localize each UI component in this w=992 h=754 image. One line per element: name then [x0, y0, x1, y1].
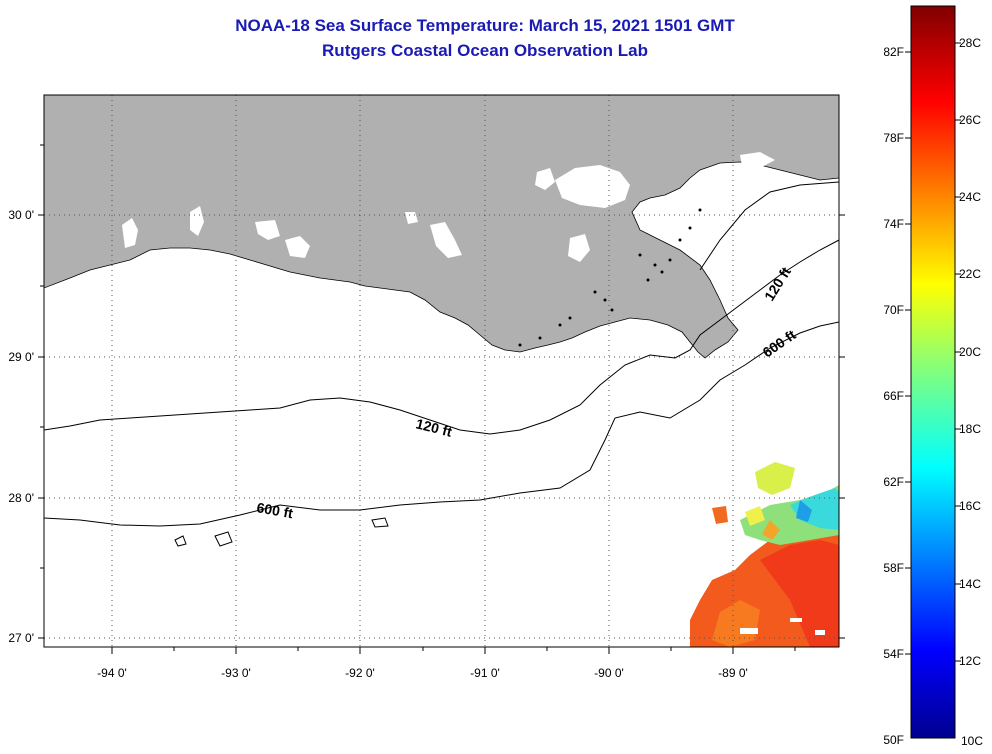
- lon-tick-label: -89 0': [718, 666, 748, 680]
- colorbar-f-label: 62F: [883, 475, 904, 489]
- colorbar-f-label: 82F: [883, 45, 904, 59]
- inland-lakes: [122, 152, 775, 262]
- lat-tick-label: 30 0': [8, 208, 34, 222]
- colorbar-c-label: 20C: [959, 345, 981, 359]
- lon-tick-label: -90 0': [594, 666, 624, 680]
- colorbar-c-label: 10C: [961, 734, 983, 748]
- colorbar-c-label: 22C: [959, 267, 981, 281]
- lon-tick-label: -92 0': [345, 666, 375, 680]
- lat-tick-label: 28 0': [8, 491, 34, 505]
- map-subtitle: Rutgers Coastal Ocean Observation Lab: [322, 41, 648, 60]
- axis-ticks: [38, 144, 845, 654]
- lon-tick-label: -93 0': [221, 666, 251, 680]
- sst-data-patch: [690, 462, 839, 647]
- colorbar-f-label: 66F: [883, 389, 904, 403]
- colorbar-c-label: 18C: [959, 422, 981, 436]
- colorbar-c-label: 16C: [959, 499, 981, 513]
- colorbar-f-label: 50F: [883, 733, 904, 747]
- colorbar-f-label: 70F: [883, 303, 904, 317]
- colorbar-c-label: 14C: [959, 577, 981, 591]
- marsh-detail: [518, 208, 702, 347]
- depth-contours: [44, 181, 839, 547]
- colorbar-f-label: 58F: [883, 561, 904, 575]
- lon-tick-label: -94 0': [97, 666, 127, 680]
- colorbar-f-label: 54F: [883, 647, 904, 661]
- lat-tick-label: 29 0': [8, 350, 34, 364]
- contour-label: 600 ft: [255, 499, 294, 521]
- colorbar-c-label: 28C: [959, 36, 981, 50]
- grid-lines: [44, 95, 839, 647]
- lat-tick-label: 27 0': [8, 631, 34, 645]
- colorbar-f-label: 78F: [883, 131, 904, 145]
- colorbar: [910, 5, 956, 739]
- lon-tick-label: -91 0': [470, 666, 500, 680]
- colorbar-c-label: 26C: [959, 113, 981, 127]
- colorbar-ticks: [905, 42, 961, 662]
- colorbar-c-label: 24C: [959, 190, 981, 204]
- plot-frame: [43, 94, 840, 648]
- colorbar-f-label: 74F: [883, 217, 904, 231]
- map-title: NOAA-18 Sea Surface Temperature: March 1…: [235, 16, 735, 35]
- colorbar-c-label: 12C: [959, 654, 981, 668]
